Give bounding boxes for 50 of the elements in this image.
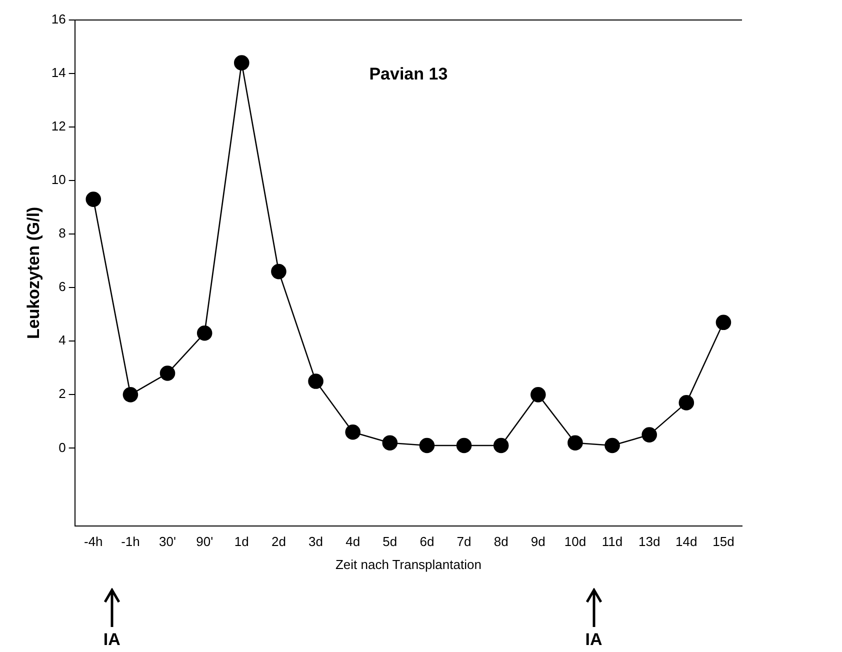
y-tick-label: 6 (58, 279, 66, 294)
x-tick-label: 11d (602, 534, 623, 550)
text: IA (585, 630, 602, 650)
x-tick-label: 9d (530, 534, 546, 550)
point (345, 424, 360, 440)
point (234, 55, 250, 70)
y-tick-label: 10 (51, 172, 66, 188)
y-tick-label: 12 (51, 118, 66, 134)
point (308, 374, 324, 389)
x-axis-title: Zeit nach Transplantation (335, 556, 482, 572)
point (716, 314, 732, 330)
x-tick-label: 4d (346, 534, 360, 550)
x-tick-label: 7d (456, 534, 472, 550)
x-tick-label: 3d (308, 534, 324, 550)
y-tick-label: 2 (58, 386, 66, 402)
point (642, 427, 657, 442)
text: Pavian 13 (369, 64, 448, 84)
point (86, 192, 102, 207)
x-tick-label: 90' (196, 534, 214, 550)
point (493, 438, 509, 454)
point (419, 438, 435, 454)
x-tick-label: 30' (159, 534, 176, 550)
point (382, 435, 398, 450)
x-tick-label: 14d (676, 534, 698, 550)
x-tick-label: 13d (638, 534, 660, 550)
point (160, 366, 176, 381)
text: IA (103, 630, 120, 650)
x-tick-label: 8d (494, 534, 508, 550)
y-axis-title: Leukozyten (G/l) (24, 206, 43, 340)
x-tick-label: 15d (712, 534, 734, 550)
point (196, 325, 212, 341)
x-tick-label: 10d (564, 534, 586, 550)
y-tick-label: 14 (51, 65, 66, 80)
y-tick-label: 16 (51, 12, 66, 27)
point (456, 438, 472, 454)
x-tick-label: -4h (84, 534, 103, 550)
x-tick-label: 1d (234, 534, 249, 550)
x-tick-label: -1h (121, 534, 140, 550)
point (530, 387, 546, 402)
x-tick-label: 6d (420, 534, 434, 550)
x-tick-label: 2d (271, 534, 286, 550)
point (271, 264, 286, 280)
point (568, 435, 583, 450)
x-tick-label: 5d (382, 534, 398, 550)
y-tick-label: 4 (58, 332, 66, 348)
y-tick-label: 8 (58, 226, 66, 241)
point (678, 395, 694, 410)
point (122, 387, 138, 402)
point (604, 438, 620, 454)
y-tick-label: 0 (58, 440, 66, 455)
